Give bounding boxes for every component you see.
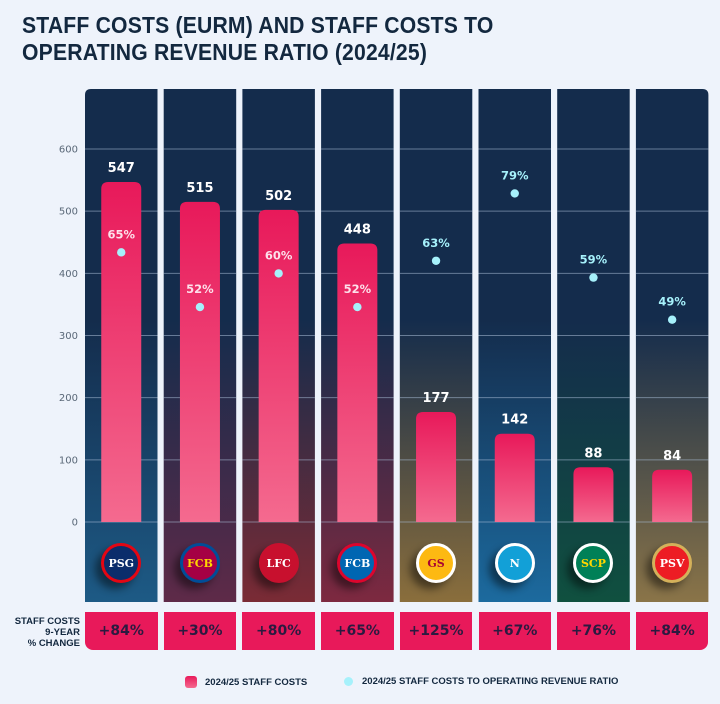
y-tick-label: 100 [59,455,78,466]
legend-dot-swatch [344,677,353,686]
club-column [478,89,551,602]
ratio-dot [510,189,519,198]
nine-year-change-value: +125% [399,612,473,650]
nine-year-change-value: +67% [478,612,551,650]
ratio-dot [117,248,126,257]
bar-staff-costs [101,181,142,522]
nine-year-change-value: +30% [163,612,237,650]
chart-title: STAFF COSTS (EURM) AND STAFF COSTS TO OP… [22,12,494,65]
bar-staff-costs [416,411,457,522]
bar-staff-costs [179,201,220,522]
side-label-line-1: STAFF COSTS [14,616,80,627]
y-tick-label: 300 [59,331,78,342]
ratio-dot [353,302,362,312]
ratio-dot [667,315,677,324]
nine-year-change-value: +80% [242,612,315,650]
ratio-label: 60% [265,248,293,262]
bar-value-label: 448 [344,222,371,237]
y-tick-label: 0 [72,518,78,529]
bar-staff-costs [258,209,299,522]
bar-value-label: 502 [265,189,292,204]
bar-value-label: 142 [501,413,528,428]
y-tick-label: 500 [59,207,78,218]
club-logo-icon: PSG [101,543,142,583]
ratio-dot [274,269,283,278]
club-logo-icon: PSV [652,543,693,583]
club-logo-icon: GS [416,543,457,583]
ratio-label: 59% [580,253,608,267]
club-logo-icon: FCB [179,543,220,583]
club-logo-icon: FCB [337,543,378,583]
y-tick-label: 200 [59,393,78,404]
legend-item-ratio: 2024/25 STAFF COSTS TO OPERATING REVENUE… [344,676,618,687]
nine-year-change-value: +84% [635,612,709,650]
side-label-line-2: 9-YEAR [45,627,80,638]
ratio-label: 52% [186,282,214,296]
ratio-label: 63% [422,236,450,250]
legend-bar-label: 2024/25 STAFF COSTS [205,676,308,688]
nine-year-change-label: STAFF COSTS 9-YEAR % CHANGE [8,616,80,649]
club-logo-icon: LFC [258,543,299,583]
y-tick-label: 400 [59,269,78,280]
bar-staff-costs [573,467,614,522]
club-logo-icon: SCP [573,543,614,583]
ratio-dot [589,273,598,282]
ratio-dot [431,256,441,265]
legend-bar-swatch [185,676,197,688]
club-column [557,89,630,602]
y-tick-label: 600 [59,145,78,156]
side-label-line-3: % CHANGE [27,638,80,649]
bar-value-label: 88 [584,446,602,461]
nine-year-change-value: +65% [321,612,394,650]
bar-value-label: 547 [108,161,135,176]
club-column [635,89,709,602]
bar-value-label: 84 [663,449,681,464]
bar-staff-costs [652,469,693,522]
legend-dot-label: 2024/25 STAFF COSTS TO OPERATING REVENUE… [362,676,619,687]
club-logo-icon: N [494,543,535,583]
ratio-label: 79% [501,168,529,182]
nine-year-change-value: +84% [85,612,158,650]
bar-value-label: 515 [186,181,213,196]
club-column [399,89,473,602]
bar-value-label: 177 [422,391,449,406]
bar-staff-costs [337,243,378,522]
legend-item-staff-costs: 2024/25 STAFF COSTS [185,676,307,688]
ratio-label: 49% [658,295,686,309]
ratio-label: 65% [107,227,135,241]
bar-staff-costs [494,433,535,522]
ratio-dot [195,302,205,312]
ratio-label: 52% [344,282,372,296]
nine-year-change-value: +76% [557,612,630,650]
